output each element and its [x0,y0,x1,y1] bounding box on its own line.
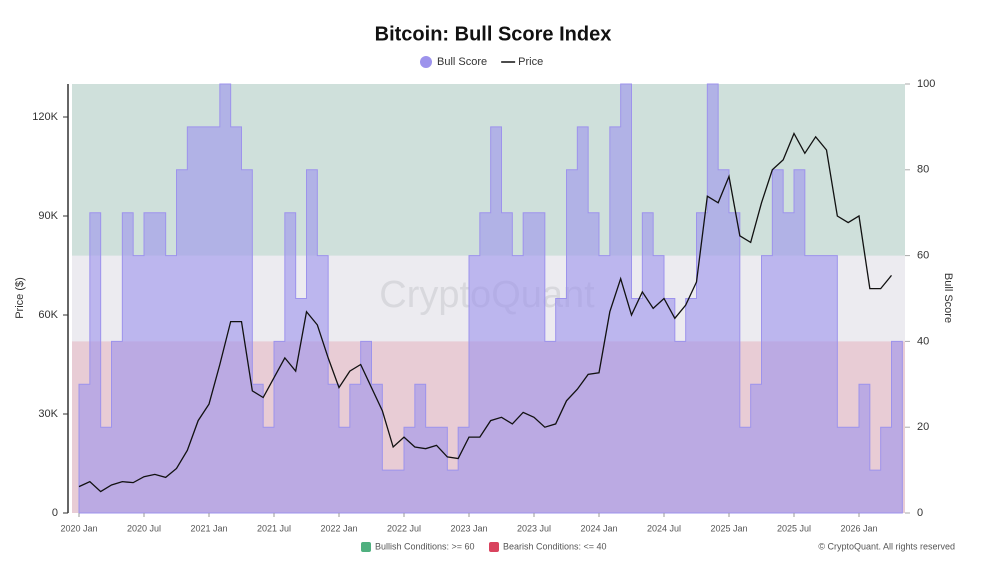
legend-label: Bull Score [437,56,487,68]
y2-tick-label: 0 [917,507,923,519]
y-tick-label: 90K [38,210,58,222]
y2-tick-label: 20 [917,421,929,433]
bull-score-area [78,83,903,514]
x-tick-label: 2023 Jul [517,523,551,533]
x-tick-label: 2022 Jan [320,523,357,533]
y2-tick-label: 60 [917,250,929,262]
y-tick-label: 120K [32,111,58,123]
legend-label: Price [518,56,543,68]
price-line [78,131,893,493]
y2-tick-label: 40 [917,335,929,347]
x-tick-label: 2020 Jul [127,523,161,533]
y-tick-label: 0 [52,507,58,519]
legend-swatch [361,542,371,552]
copyright: © CryptoQuant. All rights reserved [818,541,955,551]
legend-swatch [489,542,499,552]
legend-marker [420,56,432,68]
y2-tick-label: 80 [917,164,929,176]
x-tick-label: 2024 Jan [580,523,617,533]
x-tick-label: 2020 Jan [60,523,97,533]
x-tick-label: 2026 Jan [840,523,877,533]
x-tick-label: 2024 Jul [647,523,681,533]
legend-label: Bearish Conditions: <= 40 [503,541,607,551]
y2-axis-title: Bull Score [942,273,954,323]
chart-title: Bitcoin: Bull Score Index [375,23,612,45]
x-tick-label: 2025 Jul [777,523,811,533]
x-tick-label: 2022 Jul [387,523,421,533]
y-tick-label: 60K [38,309,58,321]
x-tick-label: 2025 Jan [710,523,747,533]
y-axis-title: Price ($) [14,277,26,319]
y-tick-label: 30K [38,408,58,420]
legend-label: Bullish Conditions: >= 60 [375,541,475,551]
x-tick-label: 2021 Jan [190,523,227,533]
y2-tick-label: 100 [917,78,935,90]
x-tick-label: 2023 Jan [450,523,487,533]
x-tick-label: 2021 Jul [257,523,291,533]
